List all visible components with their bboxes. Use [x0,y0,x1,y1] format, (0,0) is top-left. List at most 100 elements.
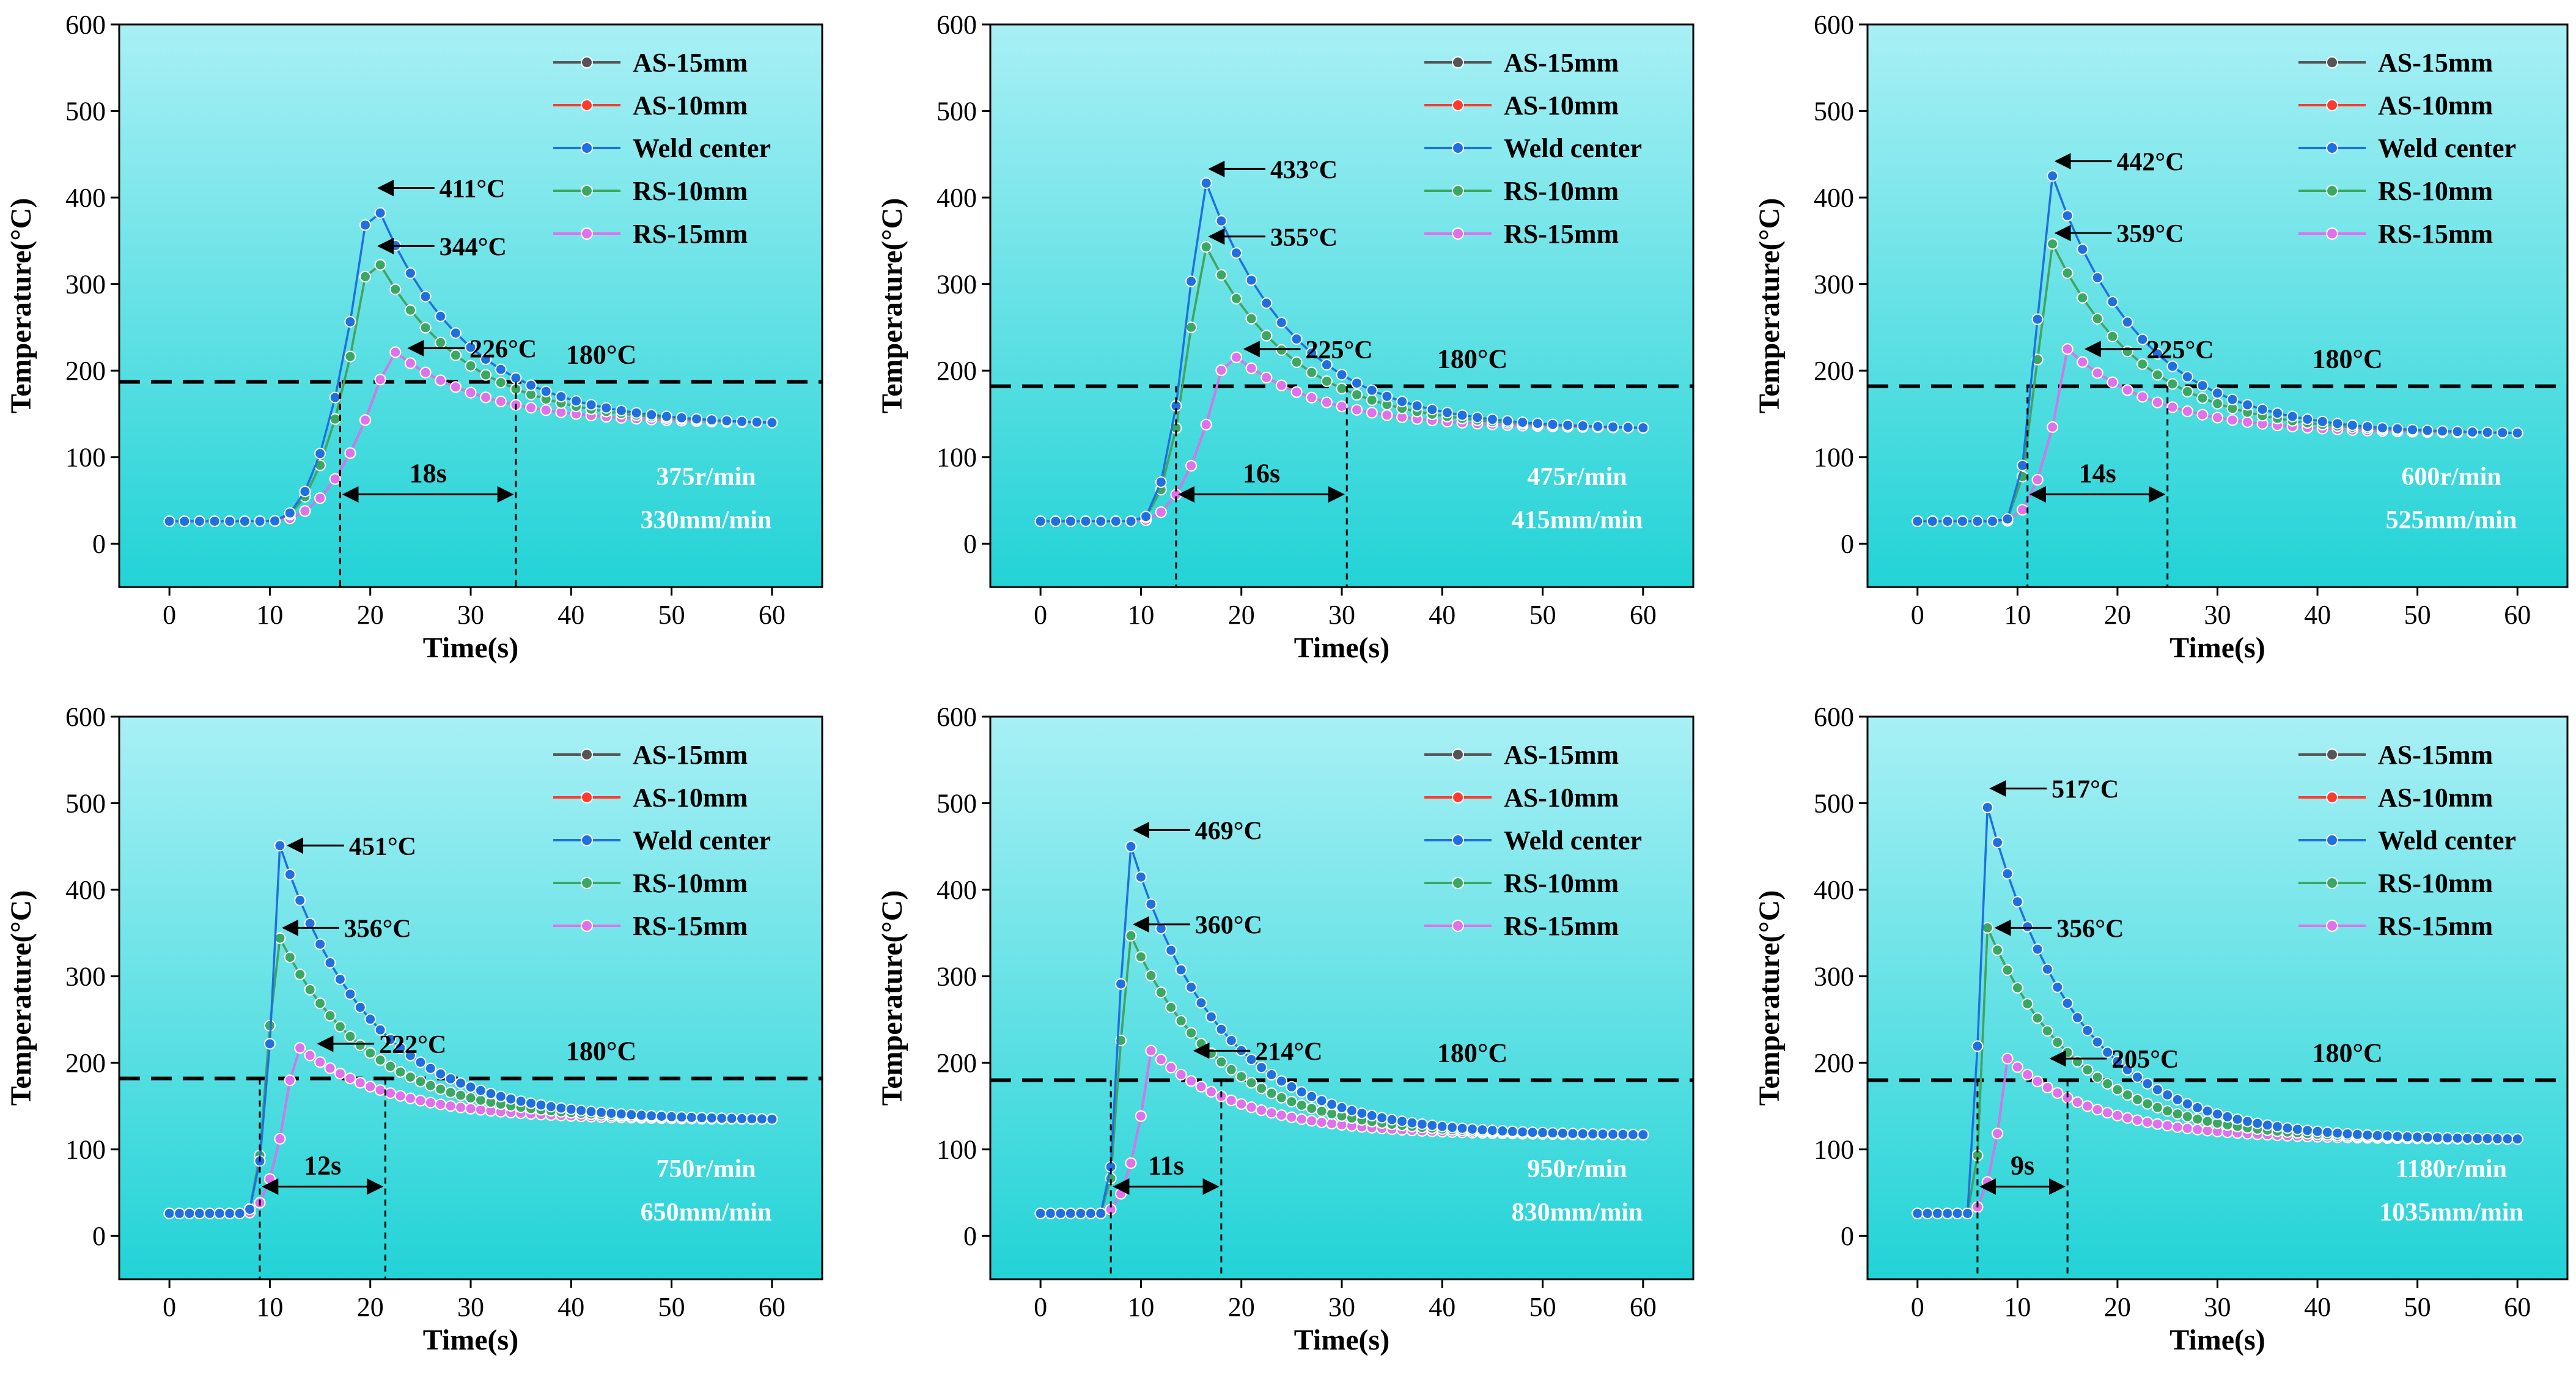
data-point [1306,1115,1318,1127]
data-point [1050,515,1062,527]
data-point [404,1071,416,1083]
data-point [435,1083,447,1095]
legend-label: AS-10mm [1504,90,1619,120]
y-tick-label: 400 [937,875,977,905]
data-point [1486,413,1498,426]
data-point [2361,421,2374,433]
data-point [1290,333,1303,345]
legend-marker [581,834,593,846]
data-point [1045,1207,1057,1219]
data-point [364,1047,377,1059]
data-point [2136,391,2149,403]
data-point [299,505,311,517]
data-point [1155,506,1167,519]
interval-label: 9s [2011,1151,2034,1181]
data-point [2511,427,2523,439]
y-tick-label: 300 [65,962,106,992]
data-point [2061,997,2074,1010]
data-point [2041,963,2053,975]
data-point [525,379,537,391]
data-point [344,447,356,459]
data-point [1095,1207,1107,1219]
rotation-speed-label: 375r/min [656,463,756,491]
data-point [444,1073,457,1085]
y-tick-label: 500 [937,97,977,127]
data-point [2121,345,2133,358]
data-point [1981,1176,1993,1188]
data-point [374,259,386,271]
data-point [766,1113,778,1125]
x-tick-label: 40 [2304,600,2331,630]
y-tick-label: 400 [65,875,106,905]
data-point [1517,1126,1529,1138]
data-point [2047,170,2059,182]
data-point [1562,419,1574,431]
data-point [2242,1115,2254,1128]
data-point [354,1001,366,1013]
data-point [726,1112,738,1125]
chart-panel-1: 0 10 20 30 40 50 600100200300400500600Time(s)T… [5,10,823,664]
data-point [1932,1207,1943,1219]
data-point [2136,333,2149,345]
data-point [1577,1128,1589,1140]
data-point [178,515,191,527]
peak-label: 226°C [469,335,537,363]
data-point [1135,1110,1147,1122]
data-point [2437,425,2448,437]
peak-label: 469°C [1195,817,1262,845]
data-point [2091,1104,2103,1116]
data-point [1456,409,1468,421]
peak-label: 225°C [1306,336,1373,364]
data-point [1110,515,1122,527]
data-point [1275,1091,1287,1104]
y-tick-label: 400 [937,183,977,213]
data-point [1185,1075,1198,1087]
data-point [1587,1128,1599,1140]
data-point [2111,1109,2124,1121]
y-axis-title: Temperature(°C) [5,890,37,1106]
data-point [2391,423,2404,435]
data-point [525,1097,537,1109]
data-point [2181,1098,2193,1110]
peak-label: 356°C [2056,915,2124,943]
legend-marker [2326,791,2338,803]
data-point [2121,1112,2133,1124]
data-point [1185,275,1198,287]
legend-marker [1452,185,1464,197]
y-tick-label: 600 [65,10,106,40]
legend-label: AS-15mm [633,740,748,770]
data-point [1926,515,1938,527]
data-point [1125,515,1137,527]
data-point [163,1207,175,1219]
data-point [2467,426,2479,438]
data-point [1145,1044,1157,1057]
data-point [394,1090,407,1102]
legend-label: RS-10mm [1504,176,1619,206]
data-point [444,1100,457,1112]
y-tick-label: 100 [937,443,977,473]
x-tick-label: 10 [2004,1292,2031,1322]
rotation-speed-label: 600r/min [2401,463,2501,491]
data-point [2212,387,2223,399]
data-point [1396,396,1408,408]
data-point [1306,1090,1318,1103]
legend-marker [581,56,593,68]
data-point [314,448,326,460]
data-point [1607,1128,1619,1140]
data-point [2017,459,2028,471]
data-point [1336,401,1348,413]
x-tick-label: 40 [1429,600,1455,630]
data-point [2102,1107,2114,1119]
data-point [585,399,597,411]
data-point [465,1081,477,1093]
data-point [424,1096,436,1109]
data-point [2346,419,2358,431]
data-point [2061,1046,2074,1058]
data-point [1195,1038,1207,1050]
legend-marker [581,748,593,761]
data-point [515,1095,527,1107]
data-point [485,1088,497,1099]
x-tick-label: 50 [2404,1292,2431,1322]
data-point [1597,1128,1609,1140]
legend-label: RS-10mm [633,868,748,898]
